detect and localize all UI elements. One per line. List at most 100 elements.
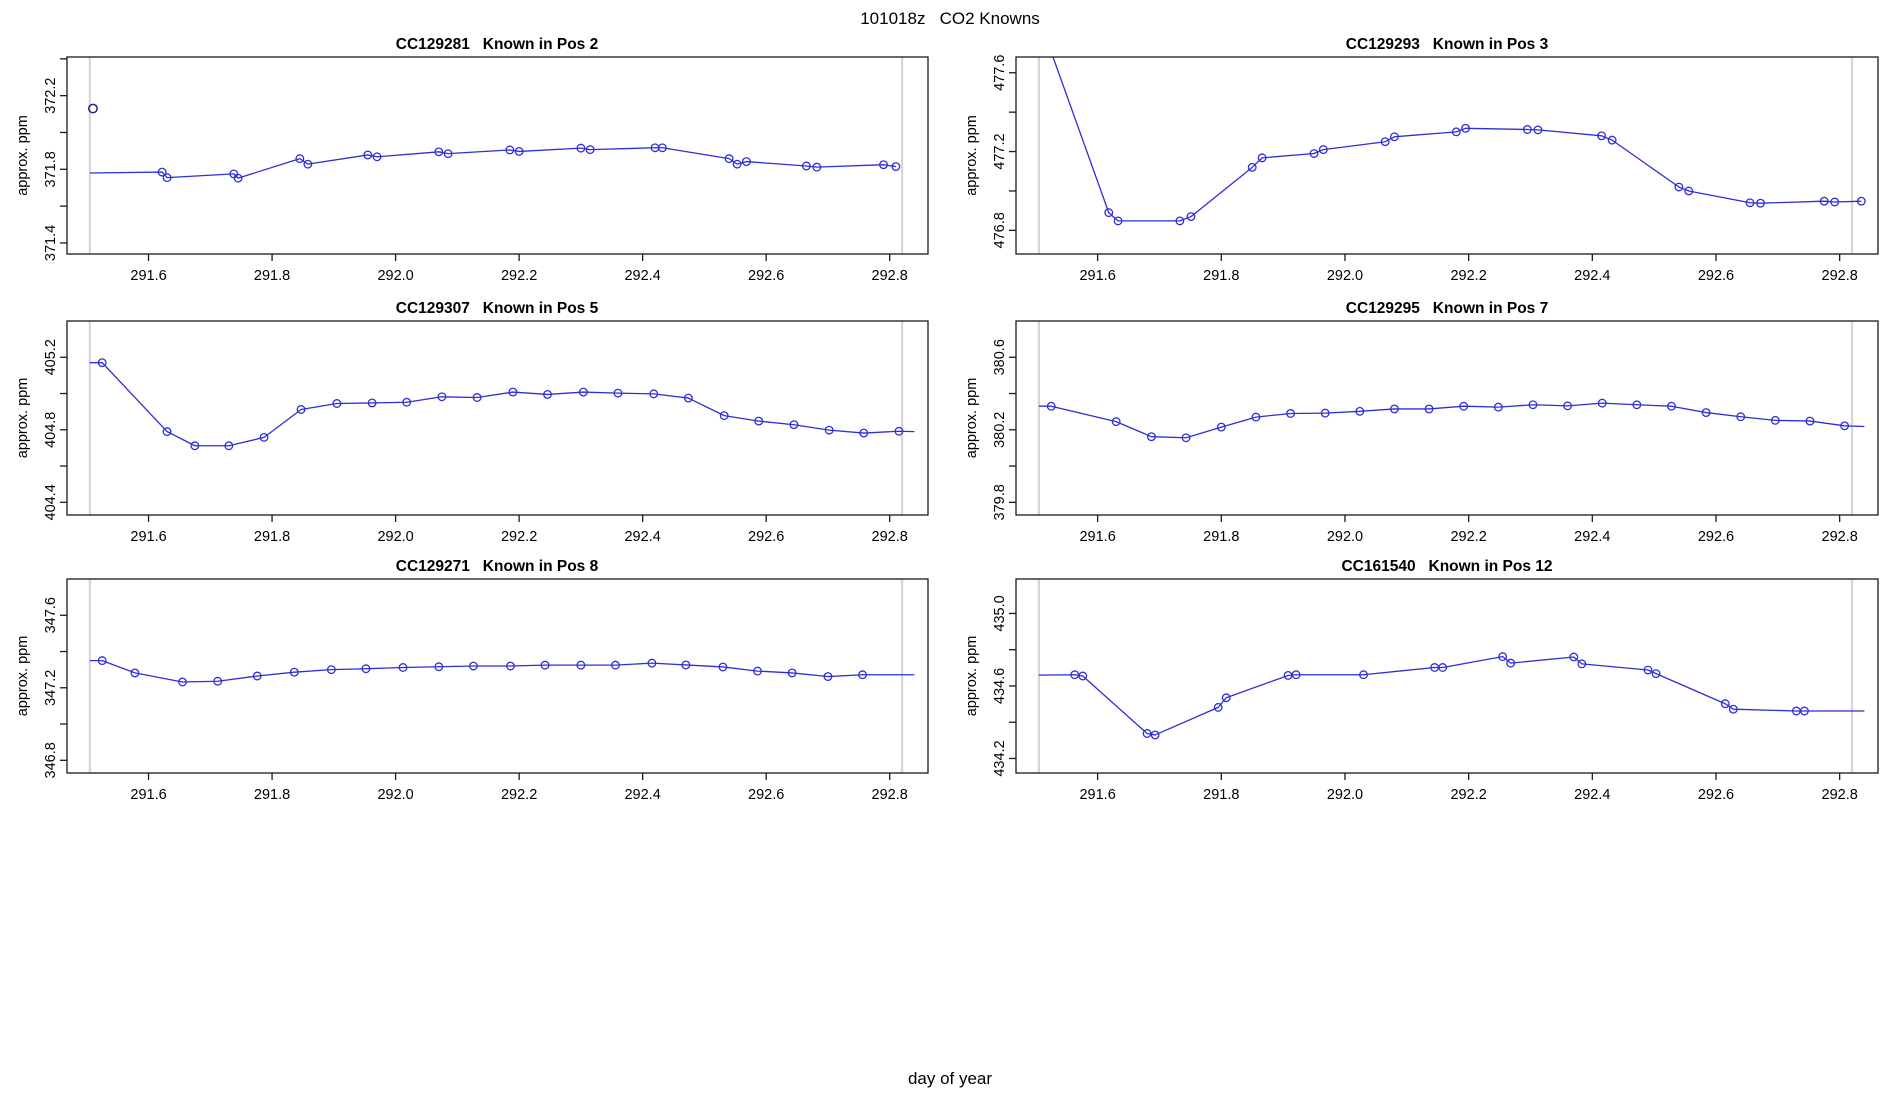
data-point-marker [657,143,667,153]
y-tick-label: 477.2 [992,133,1008,169]
x-tick-label: 291.8 [1203,787,1239,803]
data-point-marker [1728,704,1738,714]
data-point-marker [732,159,742,169]
data-point-marker [1286,409,1296,418]
data-point-marker [1805,416,1815,426]
x-tick-label: 292.6 [748,268,784,284]
x-tick-label: 292.2 [1450,268,1486,284]
data-point-marker [1745,198,1755,208]
data-point-marker [585,145,595,155]
data-point-marker [224,441,234,451]
x-tick-label: 292.4 [1574,268,1610,284]
x-tick-label: 292.6 [1698,787,1734,803]
x-tick-label: 292.8 [872,787,908,803]
data-point-marker [372,152,382,162]
y-tick-label: 476.8 [992,212,1008,248]
panel-box [1015,578,1879,774]
x-tick-label: 292.6 [748,787,784,803]
data-point-marker [1569,652,1579,662]
series-line [89,147,896,179]
data-point-marker [1684,186,1694,196]
data-point-marker [1651,669,1661,679]
x-tick-label: 291.6 [1079,787,1115,803]
y-tick-label: 347.6 [43,597,59,633]
x-tick-label: 292.8 [1822,529,1858,545]
data-point-marker [578,387,588,397]
panel-title-cc129293: CC129293 Known in Pos 3 [1346,36,1549,53]
y-tick-label: 435.0 [992,595,1008,631]
data-point-marker [289,667,299,677]
data-point-marker [789,420,799,430]
panel-2: 291.6 291.8 292.0 292.2 292.4 292.6 292.8 404.4… [15,320,929,545]
x-tick-label: 292.0 [377,787,413,803]
data-point-marker [613,388,623,398]
data-point-marker [367,398,377,408]
data-point-marker [162,427,172,437]
data-point-marker [1701,408,1711,418]
y-tick-label: 347.2 [43,670,59,706]
data-point-marker [891,162,901,171]
data-point-marker [1186,212,1196,222]
data-point-marker [543,389,552,399]
y-axis-label: approx. ppm [964,378,980,459]
x-tick-label: 292.4 [1574,529,1610,545]
panel-box [66,56,929,255]
panel-3: 291.6 291.8 292.0 292.2 292.4 292.6 292.8 379.8… [964,320,1879,545]
data-point-marker [823,672,833,681]
panel-4: 291.6 291.8 292.0 292.2 292.4 292.6 292.8 346.8… [15,578,929,803]
data-series [89,143,901,183]
data-point-marker [1506,658,1516,668]
panel-title-cc129271: CC129271 Known in Pos 8 [396,558,599,575]
x-tick-label: 291.6 [130,787,166,803]
x-tick-label: 292.0 [1327,787,1363,803]
data-point-marker [443,149,453,159]
data-point-marker [858,670,867,680]
data-point-marker [402,397,412,407]
x-tick-label: 292.2 [501,787,537,803]
data-point-marker [1424,404,1434,414]
panel-title-cc129281: CC129281 Known in Pos 2 [396,36,598,53]
data-point-marker [1389,132,1399,142]
panel-box [1015,320,1879,516]
data-point-marker [1247,162,1257,172]
data-point-marker [1597,398,1607,408]
y-tick-label: 379.8 [992,484,1008,520]
y-tick-label: 404.8 [43,412,59,448]
y-tick-label: 405.2 [43,339,59,375]
data-point-marker [506,661,515,671]
data-point-marker [611,660,620,670]
data-point-marker [1291,670,1301,680]
data-point-marker [472,393,482,402]
panel-0: 291.6 291.8 292.0 292.2 292.4 292.6 292.8 371.4… [15,56,929,284]
data-point-marker [1175,216,1185,226]
data-point-marker [1150,730,1160,740]
data-point-marker [1078,671,1088,681]
data-point-marker [719,411,729,421]
data-point-marker [1830,197,1840,207]
y-tick-label: 346.8 [43,742,59,778]
data-point-marker [824,425,834,435]
x-tick-label: 291.6 [1079,529,1115,545]
data-point-marker [1113,216,1123,226]
series-line [89,659,915,683]
data-point-marker [303,159,313,169]
data-point-marker [1146,432,1156,442]
x-tick-label: 292.8 [872,529,908,545]
panel-box [66,320,929,516]
data-point-marker [1522,125,1532,134]
data-point-marker [434,662,444,672]
data-series [89,358,915,451]
x-tick-label: 292.2 [501,268,537,284]
panel-title-cc129307: CC129307 Known in Pos 5 [396,300,599,317]
data-point-marker [1493,402,1503,412]
x-tick-label: 292.0 [377,268,413,284]
data-point-marker [754,416,764,426]
x-tick-label: 292.4 [624,787,660,803]
data-point-marker [741,157,751,167]
data-point-marker [178,677,187,687]
data-point-marker [1320,408,1330,418]
series-line [1038,655,1865,736]
data-point-marker [1142,729,1152,738]
data-point-marker [434,147,444,157]
data-point-marker [326,665,336,675]
